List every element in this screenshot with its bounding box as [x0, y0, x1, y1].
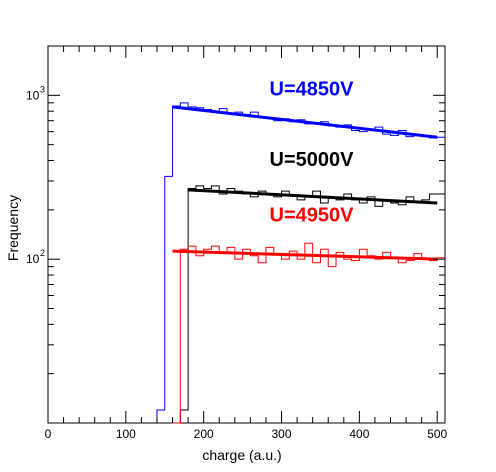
y-tick-label: 10: [26, 252, 40, 266]
fit-line: [188, 188, 438, 205]
series-group: [156, 102, 445, 423]
x-axis-label: charge (a.u.): [202, 447, 281, 463]
x-tick-label: 300: [272, 427, 292, 441]
y-tick-exponent: 3: [40, 84, 45, 94]
y-tick-exponent: 2: [40, 248, 45, 258]
series-group: [172, 242, 445, 424]
plot-marks: U=4850V U=5000V U=4950V: [156, 78, 445, 424]
x-tick-label: 0: [45, 427, 52, 441]
x-tick-label: 100: [116, 427, 136, 441]
plot-frame: [47, 45, 446, 424]
series-group: [179, 185, 445, 423]
histogram-line: [172, 242, 445, 424]
x-tick-label: 200: [194, 427, 214, 441]
x-tick-label: 500: [427, 427, 447, 441]
series-annotation: U=4950V: [270, 204, 355, 226]
series-annotation: U=4850V: [270, 78, 355, 100]
fit-line: [172, 249, 438, 261]
fit-line: [172, 105, 438, 139]
x-tick-label: 400: [349, 427, 369, 441]
series-annotation: U=5000V: [270, 149, 355, 171]
y-axis-label: Frequency: [5, 195, 21, 261]
y-tick-label: 10: [26, 88, 40, 102]
